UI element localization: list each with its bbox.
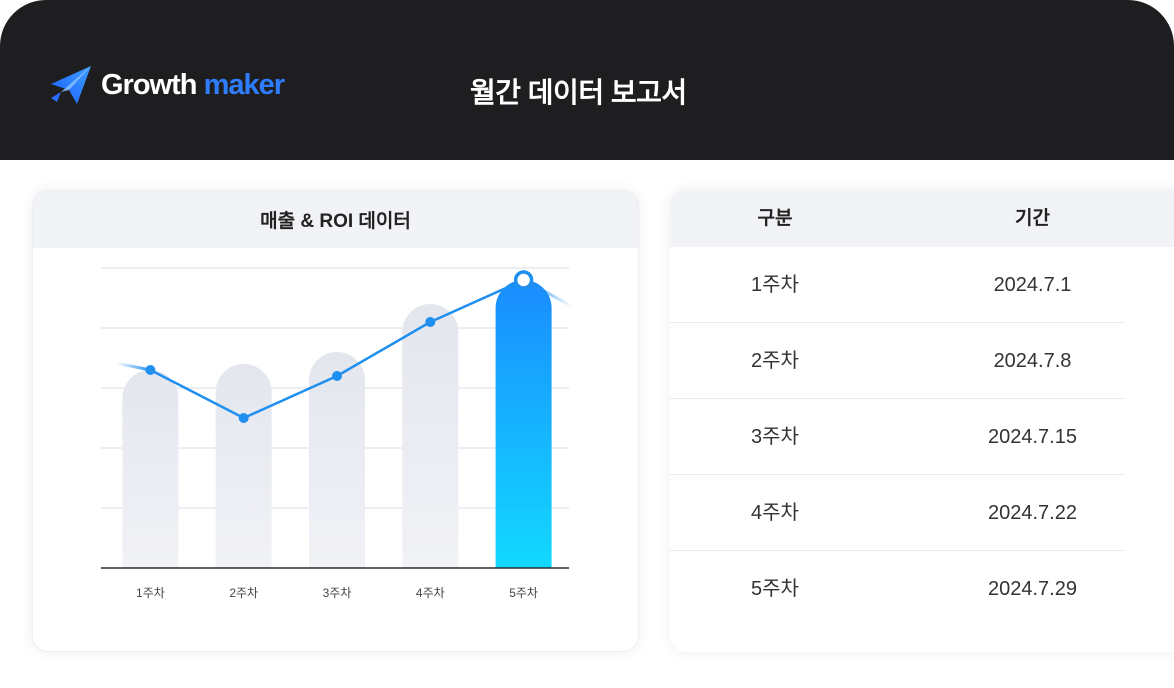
table-header: 구분 기간 [670,190,1174,247]
column-header-period: 기간 [1015,208,1050,229]
chart-area: 1주차 2주차 3주차 4주차 5주차 [33,248,638,651]
brand-name-main: Growth [101,68,197,101]
cell-date: 2024.7.15 [988,426,1077,448]
chart-card-title: 매출 & ROI 데이터 [33,191,638,248]
table-row: 1주차 2024.7.1 [670,247,1125,323]
sales-roi-chart: 1주차 2주차 3주차 4주차 5주차 [101,267,573,600]
bar-highlight [495,280,552,568]
cell-week: 2주차 [751,350,799,372]
line-point [238,413,249,423]
column-header-category: 구분 [757,208,793,229]
cell-date: 2024.7.1 [993,274,1072,296]
line-point [145,365,156,375]
report-header: Growth maker 월간 데이터 보고서 [0,0,1174,160]
table-row: 5주차 2024.7.29 [670,551,1125,627]
table-row: 4주차 2024.7.22 [670,475,1125,551]
brand-logo[interactable]: Growth maker [47,62,285,108]
line-point [425,317,436,327]
cell-date: 2024.7.8 [993,350,1072,372]
x-tick-label: 2주차 [229,586,258,600]
brand-name-accent: maker [203,68,285,101]
x-tick-label: 4주차 [416,586,445,600]
bar [122,370,179,568]
period-table: 구분 기간 1주차 2024.7.1 2주차 2024.7.8 3주차 2024.7.15… [670,190,1174,652]
cell-date: 2024.7.29 [988,578,1077,600]
table-row: 2주차 2024.7.8 [670,323,1125,399]
cell-date: 2024.7.22 [988,502,1077,524]
x-tick-label: 5주차 [509,586,538,600]
table-row: 3주차 2024.7.15 [670,399,1125,475]
x-tick-label: 1주차 [136,586,165,600]
rocket-arrow-icon [47,62,93,108]
bar [215,364,272,568]
cell-week: 5주차 [751,578,799,600]
x-tick-label: 3주차 [323,586,352,600]
cell-week: 4주차 [751,502,799,524]
line-point-highlight [513,270,534,290]
cell-week: 3주차 [751,426,799,448]
line-point [332,371,342,381]
brand-name: Growth maker [101,68,285,102]
bar [402,304,459,568]
page-title: 월간 데이터 보고서 [470,77,687,108]
line-tail-left [116,361,151,372]
cell-week: 1주차 [751,274,799,296]
bar [309,352,365,568]
chart-card: 매출 & ROI 데이터 1주차 2주차 3주차 4주차 5주차 [32,190,639,652]
